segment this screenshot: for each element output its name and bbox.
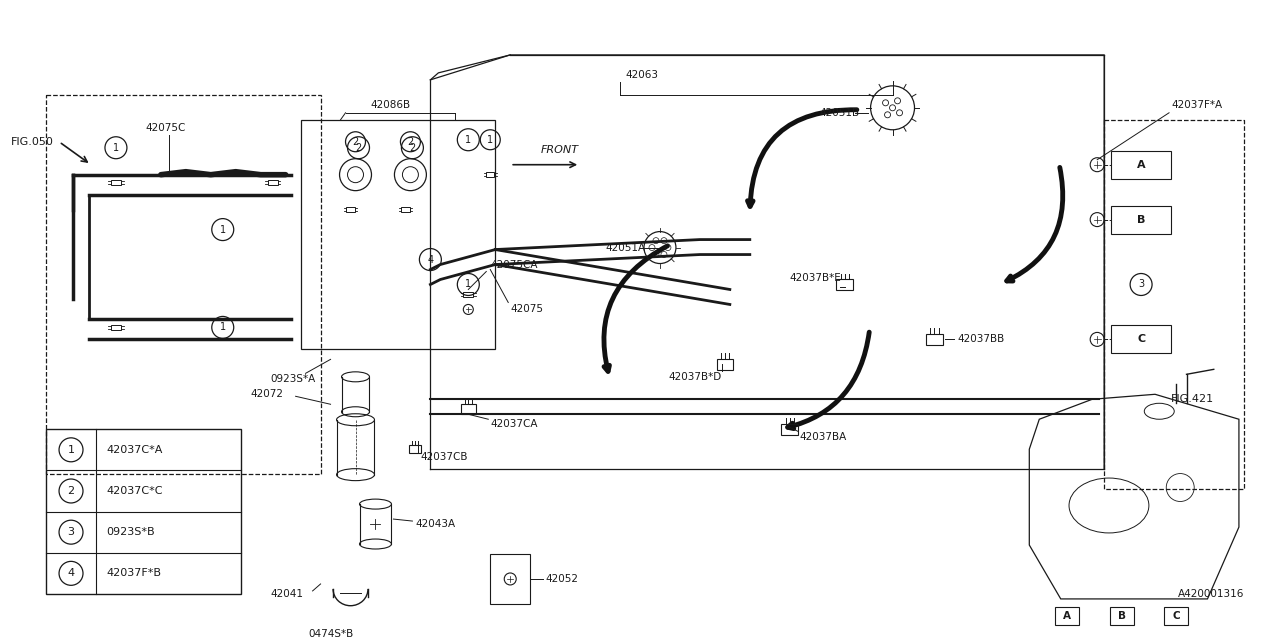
- Text: C: C: [1137, 334, 1146, 344]
- Bar: [111, 180, 120, 186]
- Text: 1: 1: [465, 135, 471, 145]
- Text: 3: 3: [1138, 280, 1144, 289]
- Bar: [347, 207, 355, 212]
- Text: 42072: 42072: [251, 389, 284, 399]
- Bar: [1111, 151, 1171, 179]
- Text: 1: 1: [220, 323, 225, 332]
- Text: FIG.050: FIG.050: [12, 137, 54, 147]
- Bar: [486, 172, 494, 177]
- Text: 2: 2: [410, 143, 416, 153]
- Bar: [836, 279, 852, 290]
- Bar: [401, 207, 410, 212]
- Bar: [1110, 607, 1134, 625]
- Bar: [301, 120, 495, 349]
- Text: 42037C*C: 42037C*C: [106, 486, 163, 496]
- Text: 42041: 42041: [270, 589, 303, 599]
- Text: 2: 2: [68, 486, 74, 496]
- Bar: [717, 359, 733, 370]
- Text: 0923S*A: 0923S*A: [270, 374, 316, 384]
- Text: 42051A: 42051A: [605, 243, 645, 253]
- Bar: [1164, 607, 1188, 625]
- Text: 42075: 42075: [511, 305, 543, 314]
- Text: 42037B*D: 42037B*D: [668, 372, 721, 382]
- Bar: [1111, 205, 1171, 234]
- Bar: [111, 324, 120, 330]
- Text: 42037BB: 42037BB: [957, 334, 1005, 344]
- Text: 1: 1: [68, 445, 74, 455]
- Text: 42051B: 42051B: [819, 108, 860, 118]
- Text: A: A: [1062, 611, 1071, 621]
- Bar: [410, 445, 421, 453]
- Text: 42086B: 42086B: [370, 100, 411, 110]
- Text: 42075C: 42075C: [146, 123, 187, 132]
- Text: 42075CA: 42075CA: [490, 260, 538, 269]
- Bar: [46, 429, 241, 594]
- Text: FIG.421: FIG.421: [1171, 394, 1215, 404]
- Text: A420001316: A420001316: [1178, 589, 1244, 599]
- Text: FRONT: FRONT: [541, 145, 579, 155]
- Text: 1: 1: [220, 225, 225, 235]
- Text: 42037CA: 42037CA: [490, 419, 538, 429]
- Text: 1: 1: [465, 280, 471, 289]
- Text: 3: 3: [68, 527, 74, 537]
- Text: 2: 2: [352, 137, 358, 147]
- Text: 42037B*E: 42037B*E: [790, 273, 841, 282]
- Text: 1: 1: [113, 143, 119, 153]
- Text: A: A: [1137, 160, 1146, 170]
- Bar: [268, 180, 278, 186]
- Text: 1: 1: [488, 135, 493, 145]
- Text: 42063: 42063: [625, 70, 658, 80]
- Text: B: B: [1137, 214, 1146, 225]
- Text: 2: 2: [356, 143, 362, 153]
- Text: C: C: [1172, 611, 1180, 621]
- Text: 42052: 42052: [545, 574, 579, 584]
- Bar: [490, 554, 530, 604]
- Bar: [463, 292, 474, 297]
- Text: B: B: [1117, 611, 1125, 621]
- Text: 42037F*A: 42037F*A: [1171, 100, 1222, 110]
- Bar: [1105, 120, 1244, 489]
- Text: 2: 2: [407, 137, 413, 147]
- Text: 42043A: 42043A: [416, 519, 456, 529]
- Bar: [461, 404, 476, 414]
- Text: 0923S*B: 0923S*B: [106, 527, 155, 537]
- Bar: [1055, 607, 1079, 625]
- Text: 42037BA: 42037BA: [800, 432, 847, 442]
- Text: 0474S*B: 0474S*B: [308, 629, 353, 639]
- Bar: [782, 424, 797, 435]
- Bar: [46, 95, 320, 474]
- Bar: [927, 334, 942, 345]
- Text: 4: 4: [68, 568, 74, 579]
- Text: 4: 4: [428, 255, 434, 264]
- Text: 42037C*A: 42037C*A: [106, 445, 163, 455]
- Text: 42037CB: 42037CB: [420, 452, 468, 462]
- Bar: [1111, 325, 1171, 353]
- Text: 42037F*B: 42037F*B: [106, 568, 161, 579]
